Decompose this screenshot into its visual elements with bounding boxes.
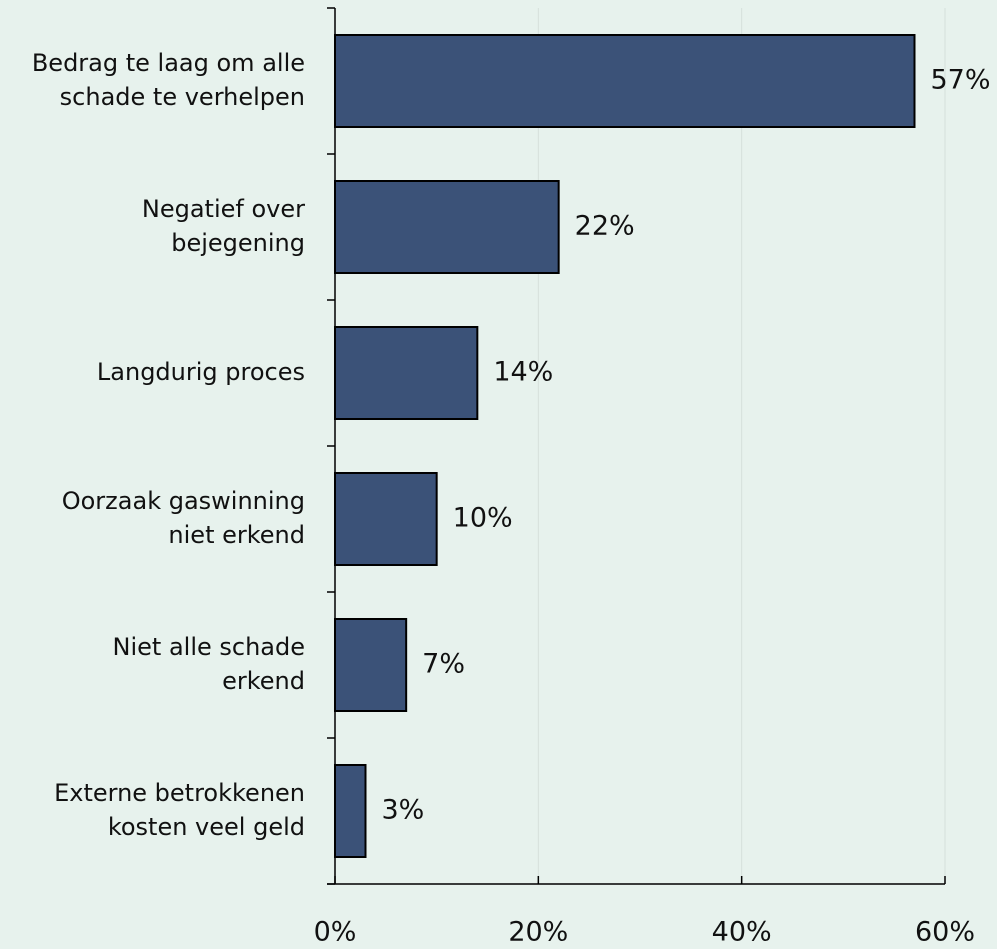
category-label: Oorzaak gaswinning <box>62 487 305 515</box>
bar <box>334 180 560 274</box>
category-label: Bedrag te laag om alle <box>32 49 305 77</box>
category-label: kosten veel geld <box>108 813 305 841</box>
category-label: erkend <box>222 667 305 695</box>
category-label: Niet alle schade <box>113 633 305 661</box>
bar <box>334 34 916 128</box>
bar <box>334 764 367 858</box>
category-label: bejegening <box>171 229 305 257</box>
bar <box>334 326 479 420</box>
value-label: 57% <box>931 65 991 96</box>
x-tick-label: 40% <box>712 917 772 948</box>
x-tick-label: 20% <box>508 917 568 948</box>
category-label: Negatief over <box>142 195 305 223</box>
value-label: 10% <box>453 503 513 534</box>
category-label: niet erkend <box>168 521 305 549</box>
bar <box>334 618 408 712</box>
category-label: Externe betrokkenen <box>54 779 305 807</box>
value-label: 22% <box>575 211 635 242</box>
category-label: Langdurig proces <box>97 358 305 386</box>
value-label: 14% <box>493 357 553 388</box>
x-tick-label: 60% <box>915 917 975 948</box>
category-label: schade te verhelpen <box>60 83 305 111</box>
value-label: 7% <box>422 649 465 680</box>
x-tick-label: 0% <box>314 917 357 948</box>
bar <box>334 472 438 566</box>
value-label: 3% <box>382 795 425 826</box>
